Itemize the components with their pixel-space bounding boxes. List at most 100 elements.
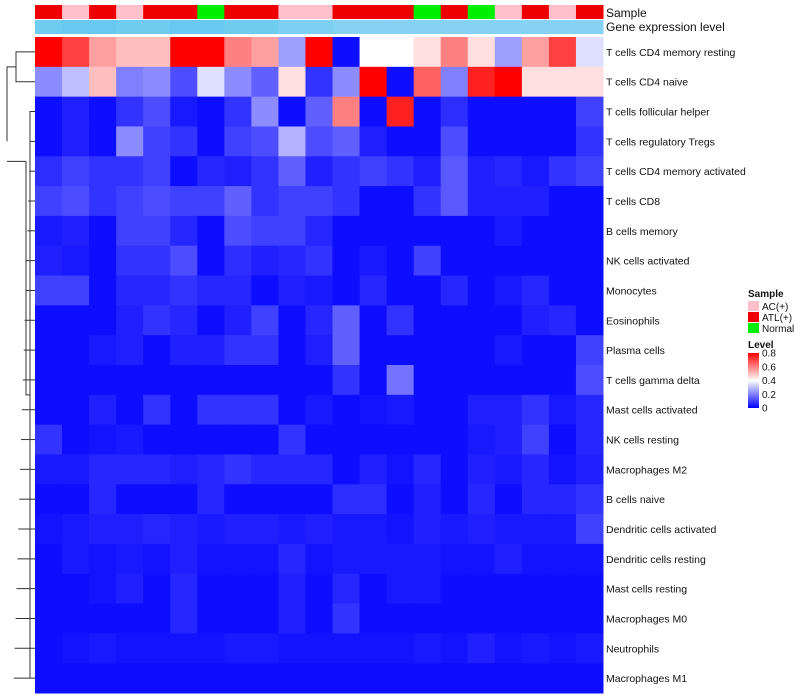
heatmap-cell (116, 335, 144, 366)
heatmap-cell (62, 365, 90, 396)
heatmap-cell (332, 573, 361, 605)
heatmap-cell (62, 186, 90, 217)
heatmap-cell (467, 66, 496, 98)
heatmap-cell (89, 96, 117, 127)
heatmap-cell (467, 37, 496, 68)
heatmap-cell (224, 484, 252, 515)
heatmap-cell (197, 126, 225, 157)
heatmap-cell (278, 156, 306, 187)
heatmap-cell (413, 66, 442, 98)
heatmap-cell (386, 66, 415, 98)
expression-annotation-cell (170, 20, 198, 34)
heatmap-cell (548, 573, 577, 605)
expression-annotation-cell (521, 20, 550, 34)
heatmap-cell (143, 275, 171, 306)
heatmap-cell (467, 633, 496, 664)
row-label: T cells CD8 (606, 196, 660, 208)
heatmap-cell (548, 633, 577, 664)
heatmap-cell (278, 454, 306, 485)
expression-annotation-cell (143, 20, 171, 34)
heatmap-cell (251, 365, 279, 396)
heatmap-cell (467, 603, 496, 634)
heatmap-cell (35, 424, 63, 455)
heatmap-cell (467, 514, 496, 545)
row-label: T cells follicular helper (606, 107, 710, 119)
heatmap-cell (143, 215, 171, 247)
heatmap-cell (35, 573, 63, 605)
expression-annotation-cell (62, 20, 90, 34)
heatmap-cell (170, 37, 198, 68)
heatmap-cell (170, 335, 198, 366)
heatmap-cell (332, 365, 361, 396)
heatmap-cell (413, 245, 442, 277)
row-label: Neutrophils (606, 643, 659, 655)
heatmap-cell (251, 215, 279, 247)
heatmap-cell (89, 275, 117, 306)
heatmap-cell (494, 275, 523, 306)
heatmap-cell (278, 305, 306, 336)
heatmap-cell (197, 454, 225, 485)
sample-annotation-label: Sample (606, 6, 647, 20)
heatmap-cell (62, 275, 90, 306)
heatmap-cell (548, 245, 577, 277)
heatmap-cell (143, 66, 171, 98)
level-legend: Level 0.8 0.6 0.4 0.2 0 (748, 340, 776, 415)
heatmap-cell (548, 96, 577, 127)
heatmap-cell (548, 37, 577, 68)
heatmap-cell (359, 335, 388, 366)
heatmap-cell (89, 215, 117, 247)
heatmap-cell (467, 394, 496, 426)
heatmap-cell (521, 663, 550, 694)
heatmap-cell (359, 275, 388, 306)
heatmap-cell (224, 156, 252, 187)
heatmap-cell (413, 305, 442, 336)
heatmap-cell (35, 365, 63, 396)
heatmap-cell (278, 126, 306, 157)
sample-legend-swatch (748, 301, 759, 311)
dendrogram-branch (15, 51, 35, 83)
heatmap-cell (197, 186, 225, 217)
heatmap-cell (116, 514, 144, 545)
heatmap-cell (35, 543, 63, 575)
heatmap-cell (116, 454, 144, 485)
heatmap-cell (494, 573, 523, 605)
row-label: Eosinophils (606, 315, 660, 327)
heatmap-cell (35, 305, 63, 336)
heatmap-cell (224, 454, 252, 485)
heatmap-cell (332, 275, 361, 306)
heatmap-cell (413, 663, 442, 694)
heatmap-cell (89, 543, 117, 575)
heatmap-cell (224, 424, 252, 455)
heatmap-cell (143, 573, 171, 605)
heatmap-cell (413, 186, 442, 217)
heatmap-cell (116, 603, 144, 634)
heatmap-cell (359, 484, 388, 515)
expression-annotation-cell (332, 20, 361, 34)
sample-annotation-cell (89, 5, 117, 19)
heatmap-cell (332, 215, 361, 247)
heatmap-cell (386, 543, 415, 575)
heatmap-cell (467, 543, 496, 575)
heatmap-cell (440, 66, 469, 98)
heatmap-cell (278, 186, 306, 217)
heatmap-cell (359, 365, 388, 396)
heatmap-cell (35, 37, 63, 68)
expression-annotation-cell (224, 20, 252, 34)
heatmap-cell (332, 186, 361, 217)
heatmap-cell (494, 156, 523, 187)
heatmap-cell (170, 573, 198, 605)
heatmap-cell (386, 156, 415, 187)
heatmap-cell (143, 633, 171, 664)
heatmap-cell (359, 424, 388, 455)
expression-annotation-cell (116, 20, 144, 34)
heatmap-cell (116, 245, 144, 277)
heatmap-cell (548, 394, 577, 426)
sample-annotation-cell (170, 5, 198, 19)
heatmap-cell (251, 66, 279, 98)
heatmap-cell (332, 663, 361, 694)
heatmap-cell (494, 663, 523, 694)
heatmap-cell (305, 37, 334, 68)
heatmap-cell (89, 365, 117, 396)
heatmap-cell (548, 365, 577, 396)
heatmap-cell (305, 215, 334, 247)
